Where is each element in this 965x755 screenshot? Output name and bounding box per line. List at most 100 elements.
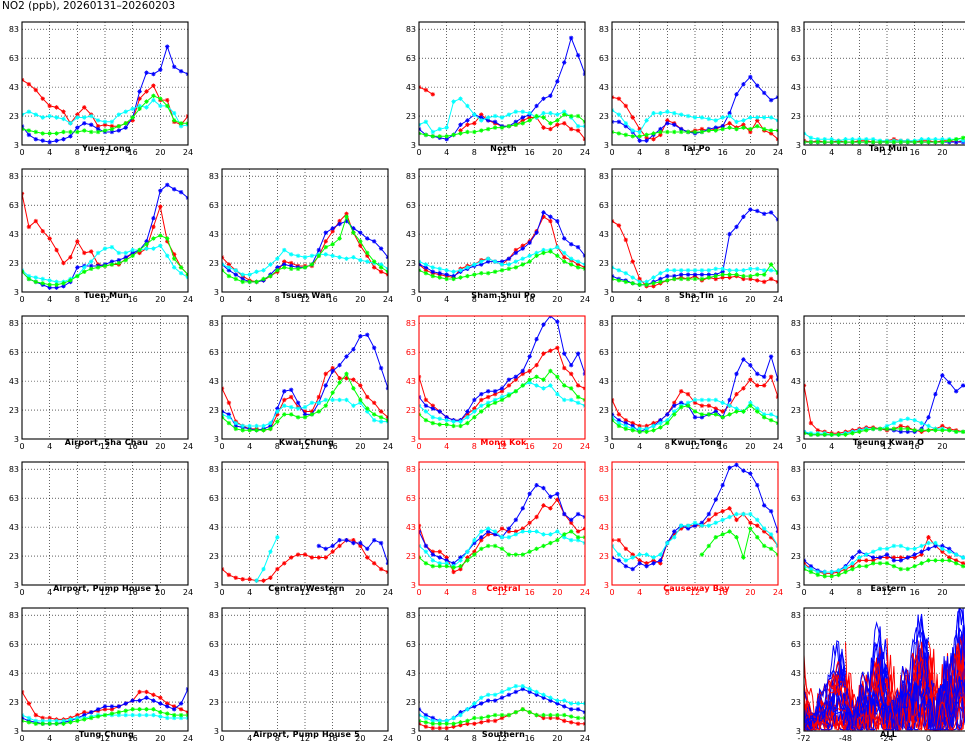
data-point-cyan [843,565,848,570]
data-point-cyan [226,265,232,270]
data-point-green [26,128,32,133]
x-tick-label: 16 [128,442,138,451]
data-point-blue [165,704,170,709]
data-point-blue [451,561,456,566]
data-point-blue [430,552,436,557]
data-point-red [513,377,519,382]
data-point-green [768,128,774,133]
y-tick-label: 83 [9,25,19,34]
data-point-blue [365,236,370,241]
gridlines [22,169,188,292]
y-tick-label: 83 [791,25,801,34]
data-point-cyan [240,272,245,277]
data-point-cyan [933,137,938,142]
data-point-cyan [282,403,287,408]
x-tick-label: 16 [525,295,535,304]
y-tick-label: 63 [599,494,609,503]
data-point-green [437,563,442,569]
gridlines [612,316,778,439]
x-tick-label: 20 [937,588,947,597]
series-group [804,373,965,437]
data-point-green [430,420,436,426]
data-point-blue [658,126,663,132]
data-point-cyan [451,269,456,274]
data-point-cyan [912,546,917,552]
data-point-cyan [144,712,149,718]
data-point-cyan [323,252,328,257]
data-point-green [940,139,945,145]
data-point-blue [344,354,349,359]
chart-panel: 32343638304812162024Tap Mun [782,10,965,157]
chart-panel: 3 23 43 63 83 0 4 8 12 16 20 24 Kwai Chung [200,304,393,451]
data-point-red [444,555,449,560]
data-point-cyan [75,115,80,120]
data-point-cyan [102,119,108,125]
data-point-green [144,242,149,247]
data-point-green [748,126,753,132]
y-tick-label: 83 [209,465,219,474]
data-point-green [727,272,732,277]
data-point-red [472,406,477,411]
x-tick-label: 16 [128,734,138,743]
data-point-green [309,412,315,417]
data-point-blue [658,558,663,563]
data-point-green [261,428,266,433]
data-point-red [430,92,436,97]
data-point-red [451,569,456,575]
data-point-blue [534,336,539,342]
data-point-blue [630,423,635,429]
x-tick-label: 8 [75,734,80,743]
data-point-green [926,139,931,145]
data-point-green [68,129,73,135]
data-point-cyan [506,535,512,540]
series-group [419,210,585,282]
data-point-green [302,265,308,270]
data-point-blue [692,415,698,420]
data-point-blue [130,698,135,703]
data-point-cyan [926,540,931,546]
data-point-red [727,121,732,126]
data-point-blue [960,383,965,388]
series-group [22,686,188,726]
data-point-blue [534,482,539,488]
data-point-cyan [75,715,80,721]
data-point-green [562,383,567,388]
data-point-red [864,558,869,563]
data-point-green [492,712,498,718]
data-point-blue [562,60,567,65]
data-point-blue [513,250,519,256]
data-point-red [423,397,429,403]
chart-panel: 3 23 43 63 83 0 4 8 12 16 20 24 Airport, Pump House … [200,596,393,743]
data-point-cyan [430,718,436,724]
data-point-green [444,422,449,427]
data-point-blue [548,93,553,98]
data-point-cyan [905,546,910,552]
data-point-green [499,125,505,130]
y-tick-label: 83 [9,172,19,181]
data-point-cyan [672,535,677,540]
x-tick-label: 12 [882,442,892,451]
data-point-cyan [734,406,739,411]
data-point-green [555,253,560,259]
data-point-red [658,561,663,566]
data-point-green [761,126,767,132]
data-point-green [815,139,821,145]
data-point-red [808,420,814,426]
data-point-red [520,371,525,377]
data-point-cyan [479,259,484,264]
data-point-green [527,118,532,123]
data-point-red [644,561,649,566]
data-point-cyan [485,400,491,406]
data-point-cyan [358,257,363,263]
data-point-cyan [371,417,377,423]
data-point-green [423,417,429,423]
data-point-green [178,121,184,126]
data-point-red [458,566,463,572]
data-point-red [485,394,491,400]
data-point-red [761,279,767,285]
x-tick-label: 8 [472,442,477,451]
data-point-red [499,715,505,721]
data-point-blue [672,529,677,534]
gridlines [222,608,388,731]
data-point-cyan [492,259,498,264]
